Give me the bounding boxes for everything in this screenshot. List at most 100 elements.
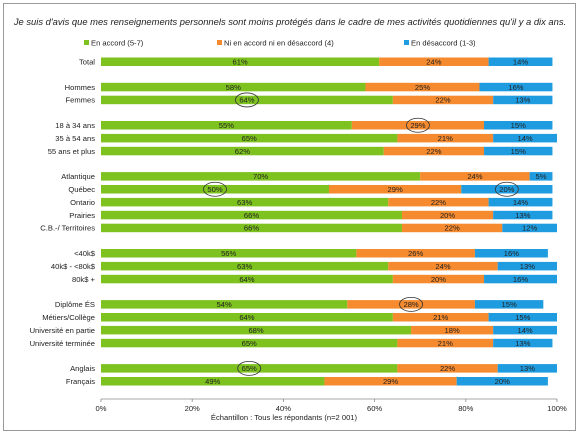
bar-row-ontario: Ontario 63% 22% 14%	[70, 197, 553, 207]
data-label-hommes-3: 16%	[508, 83, 523, 92]
x-tick-label-1: 0%	[96, 404, 107, 413]
bar-row-80k: 80k$ + 64% 20% 16%	[72, 275, 557, 284]
bar-segment-ontario-3	[488, 197, 553, 207]
data-label-c-b-territoires-2: 22%	[445, 224, 460, 233]
bar-segment-40k-1	[101, 249, 357, 258]
data-label-hommes-2: 25%	[415, 83, 430, 92]
data-label-total-1: 61%	[232, 57, 247, 66]
legend-label-2: Ni en accord ni en désaccord (4)	[224, 39, 334, 48]
bar-segment-francais-1	[101, 377, 325, 386]
bar-row-total: Total 61% 24% 14%	[79, 57, 553, 66]
data-label-total-3: 14%	[513, 57, 528, 66]
bar-segment-40k-2	[356, 249, 475, 258]
bar-row-18-a-34-ans: 18 à 34 ans 55% 29% 15%	[55, 117, 553, 133]
category-label: Français	[66, 377, 95, 386]
bar-row-55-ans-et-plus: 55 ans et plus 62% 22% 15%	[48, 147, 553, 156]
data-label-metiers-college-2: 21%	[433, 313, 448, 322]
bar-segment-diplome-es-3	[474, 300, 544, 309]
highlight-circle-quebec-1	[203, 181, 227, 197]
bar-segment-55-ans-et-plus-1	[101, 146, 384, 156]
legend-label-3: En désaccord (1-3)	[411, 39, 476, 48]
bar-segment-metiers-college-2	[392, 313, 489, 322]
legend-swatch-1	[84, 40, 89, 45]
data-label-c-b-territoires-1: 66%	[244, 224, 259, 233]
bar-segment-total-1	[101, 57, 380, 66]
bar-segment-metiers-college-3	[488, 313, 557, 322]
data-label-40k-80k-2: 24%	[435, 262, 450, 271]
bar-segment-18-a-34-ans-3	[484, 121, 553, 130]
data-label-universite-en-partie-3: 14%	[517, 326, 532, 335]
category-label: Québec	[68, 185, 95, 194]
data-label-35-a-54-ans-3: 14%	[517, 134, 532, 143]
chart-frame: Je suis d'avis que mes renseignements pe…	[3, 3, 576, 431]
category-label: Ontario	[70, 198, 95, 207]
bar-row-atlantique: Atlantique 70% 24% 5%	[61, 172, 553, 181]
data-label-femmes-1: 64%	[239, 96, 254, 105]
x-axis: 0% 20% 40% 60% 80% 100%	[96, 398, 567, 413]
data-label-18-a-34-ans-2: 29%	[410, 121, 425, 130]
data-label-80k-1: 64%	[239, 275, 254, 284]
data-label-total-2: 24%	[426, 57, 441, 66]
legend-swatch-2	[217, 40, 222, 45]
data-label-atlantique-1: 70%	[253, 172, 268, 181]
bar-segment-atlantique-1	[101, 172, 421, 181]
data-label-40k-3: 16%	[504, 249, 519, 258]
data-label-metiers-college-1: 64%	[239, 313, 254, 322]
bar-segment-quebec-2	[329, 185, 462, 194]
bar-segment-universite-en-partie-1	[101, 325, 412, 335]
data-label-40k-2: 26%	[408, 249, 423, 258]
bar-segment-quebec-1	[101, 185, 329, 194]
data-label-universite-terminee-3: 13%	[515, 339, 530, 348]
data-label-ontario-3: 14%	[513, 198, 528, 207]
category-label: Total	[79, 57, 95, 66]
bar-segment-18-a-34-ans-2	[351, 121, 485, 130]
data-label-40k-80k-1: 63%	[237, 262, 252, 271]
category-label: 55 ans et plus	[48, 147, 95, 156]
bar-segment-universite-en-partie-2	[411, 325, 494, 335]
data-label-universite-en-partie-1: 68%	[248, 326, 263, 335]
legend-label-1: En accord (5-7)	[91, 39, 144, 48]
data-label-40k-1: 56%	[221, 249, 236, 258]
data-label-ontario-2: 22%	[431, 198, 446, 207]
x-tick-label-6: 100%	[547, 404, 567, 413]
category-label: Métiers/Collège	[42, 313, 95, 322]
bar-segment-40k-3	[474, 249, 548, 258]
bar-segment-anglais-1	[101, 364, 398, 373]
category-label: Anglais	[70, 364, 95, 373]
bar-segment-c-b-territoires-3	[502, 223, 557, 233]
bar-row-35-a-54-ans: 35 à 54 ans 65% 21% 14%	[55, 134, 557, 143]
bar-segment-40k-80k-2	[388, 261, 498, 271]
bar-segment-hommes-2	[365, 82, 480, 92]
data-label-80k-2: 20%	[431, 275, 446, 284]
x-tick-label-5: 80%	[458, 404, 473, 413]
data-label-40k-80k-3: 13%	[520, 262, 535, 271]
bar-segment-femmes-2	[392, 95, 494, 105]
bar-row-anglais: Anglais 65% 22% 13%	[70, 360, 557, 376]
data-label-quebec-1: 50%	[207, 185, 222, 194]
data-label-atlantique-3: 5%	[536, 172, 547, 181]
bar-segment-35-a-54-ans-1	[101, 133, 398, 143]
data-label-55-ans-et-plus-3: 15%	[511, 147, 526, 156]
bar-row-metiers-college: Métiers/Collège 64% 21% 15%	[42, 313, 557, 322]
stacked-bar-chart: Je suis d'avis que mes renseignements pe…	[13, 16, 567, 422]
data-label-ontario-1: 63%	[237, 198, 252, 207]
bar-segment-francais-3	[456, 377, 548, 386]
data-label-diplome-es-3: 15%	[502, 300, 517, 309]
highlight-circle-femmes-1	[235, 92, 259, 108]
data-label-hommes-1: 58%	[226, 83, 241, 92]
highlight-circle-18-a-34-ans-2	[406, 117, 430, 133]
category-label: Université terminée	[30, 339, 95, 348]
bar-segment-55-ans-et-plus-3	[484, 146, 553, 156]
bar-segment-35-a-54-ans-3	[493, 133, 557, 143]
bar-row-prairies: Prairies 66% 20% 13%	[69, 211, 553, 220]
bar-segment-universite-terminee-3	[493, 338, 553, 348]
bar-segment-hommes-3	[479, 82, 553, 92]
bar-segment-80k-2	[392, 274, 485, 284]
bar-row-universite-terminee: Université terminée 65% 21% 13%	[30, 339, 553, 348]
bar-segment-metiers-college-1	[101, 313, 393, 322]
bar-segment-universite-terminee-2	[397, 338, 494, 348]
highlight-circle-diplome-es-2	[399, 296, 423, 312]
data-label-anglais-3: 13%	[520, 364, 535, 373]
category-label: Femmes	[65, 96, 95, 105]
data-label-prairies-3: 13%	[515, 211, 530, 220]
